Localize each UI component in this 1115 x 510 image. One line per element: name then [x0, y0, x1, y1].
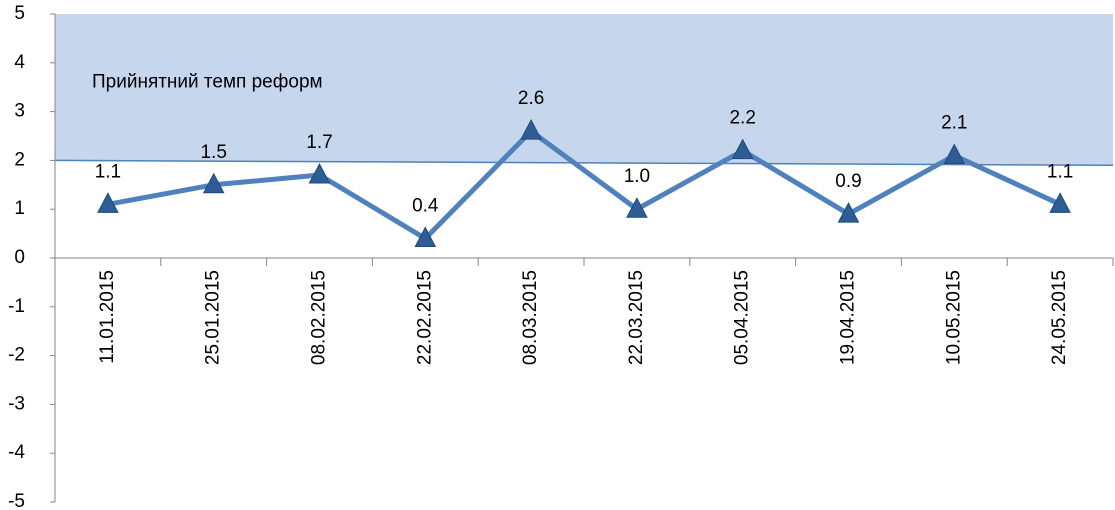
x-tick-label: 11.01.2015 — [97, 270, 118, 364]
x-tick-label: 08.02.2015 — [309, 270, 330, 365]
marker — [626, 197, 648, 218]
data-label: 1.7 — [306, 132, 332, 153]
data-label: 0.4 — [412, 195, 439, 216]
marker — [308, 162, 331, 184]
series-line — [107, 128, 1062, 241]
marker — [1049, 192, 1071, 213]
x-tick-label: 19.04.2015 — [838, 270, 859, 365]
marker — [731, 138, 754, 160]
marker — [202, 172, 225, 194]
data-label: 1.5 — [200, 142, 226, 163]
y-tick-label: 4 — [14, 52, 25, 73]
y-tick-label: -3 — [8, 393, 25, 414]
y-tick-label: 5 — [14, 3, 25, 24]
data-label: 2.1 — [941, 113, 967, 134]
data-label: 0.9 — [835, 171, 861, 192]
y-tick-label: 2 — [14, 149, 25, 170]
threshold-area — [55, 14, 1113, 166]
x-tick-label: 22.03.2015 — [626, 270, 647, 365]
y-tick-label: -2 — [8, 345, 25, 366]
x-tick-label: 24.05.2015 — [1049, 270, 1070, 365]
marker — [837, 202, 860, 223]
x-tick-label: 08.03.2015 — [520, 270, 541, 365]
y-tick-label: 3 — [14, 101, 25, 122]
data-label: 1.0 — [624, 166, 650, 187]
y-tick-label: 1 — [14, 198, 25, 219]
x-tick-label: 05.04.2015 — [732, 270, 753, 365]
marker — [414, 226, 437, 247]
y-tick-label: -4 — [8, 442, 25, 463]
marker — [943, 143, 966, 165]
y-tick-label: 0 — [14, 247, 25, 268]
x-tick-label: 22.02.2015 — [414, 270, 435, 365]
marker — [97, 192, 119, 213]
y-tick-label: -1 — [8, 296, 25, 317]
data-label: 1.1 — [95, 161, 121, 182]
marker — [520, 119, 542, 140]
x-tick-label: 10.05.2015 — [943, 270, 964, 365]
data-label: 2.2 — [729, 108, 755, 129]
threshold-label: Прийнятний темп реформ — [92, 71, 323, 92]
x-tick-label: 25.01.2015 — [203, 270, 224, 365]
data-label: 2.6 — [518, 88, 544, 109]
data-label: 1.1 — [1047, 161, 1073, 182]
y-tick-label: -5 — [8, 491, 25, 510]
